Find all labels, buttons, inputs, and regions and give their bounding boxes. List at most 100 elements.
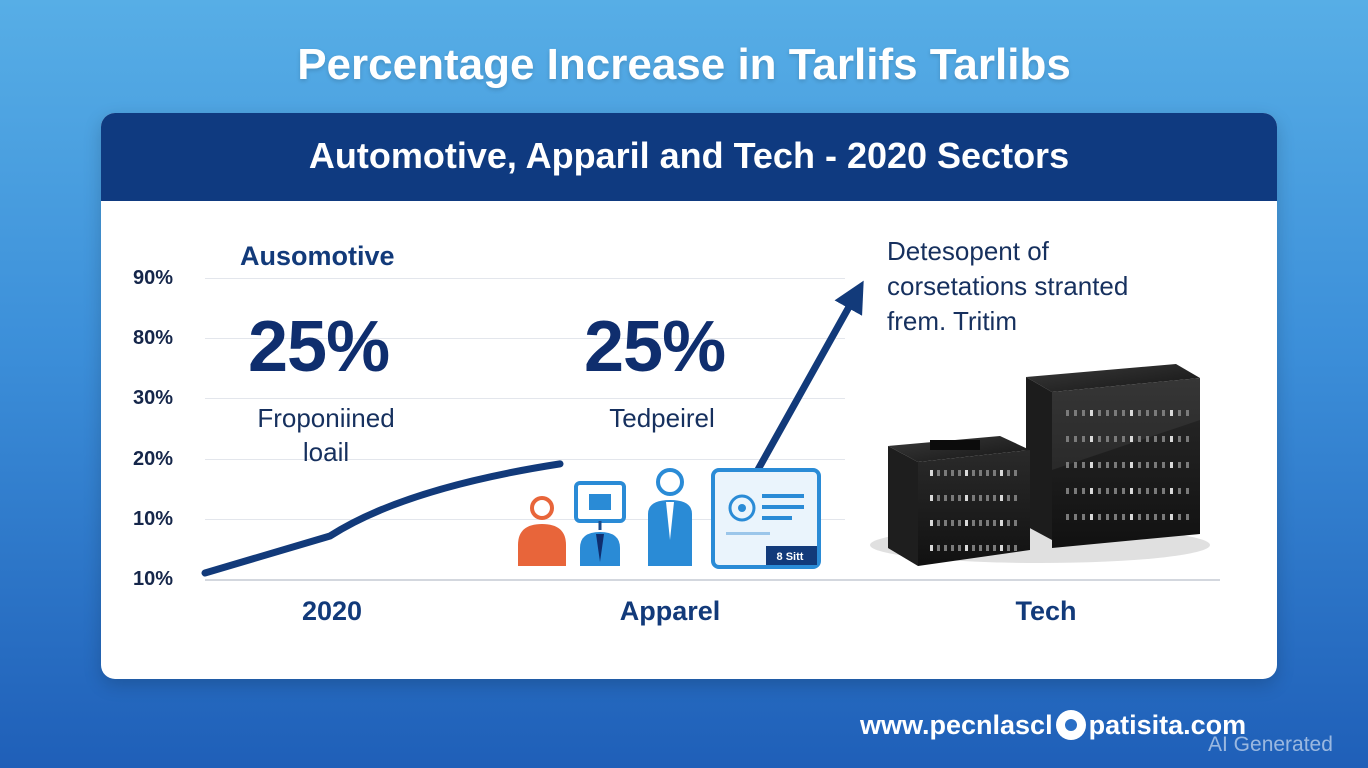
server-led [1082, 514, 1085, 520]
server-led [1106, 462, 1109, 468]
server-led [1186, 462, 1189, 468]
server-led [1170, 462, 1173, 468]
server-led [1114, 514, 1117, 520]
monitor-person-icon [574, 481, 626, 566]
server-led [951, 470, 954, 476]
ai-generated-watermark: AI Generated [1208, 733, 1333, 756]
server-led [951, 545, 954, 551]
server-led [1186, 514, 1189, 520]
server-led [1014, 545, 1017, 551]
server-led [1074, 488, 1077, 494]
server-led [937, 520, 940, 526]
tech-note-line1: Detesopent of [887, 236, 1049, 266]
server-led [1074, 410, 1077, 416]
y-tick-label: 10% [133, 568, 174, 590]
server-led [1186, 436, 1189, 442]
server-led [1098, 488, 1101, 494]
server-led [1066, 514, 1069, 520]
server-led [1007, 520, 1010, 526]
server-led [993, 520, 996, 526]
server-led [1106, 514, 1109, 520]
server-led [1014, 470, 1017, 476]
server-led [1014, 520, 1017, 526]
server-led [1130, 410, 1133, 416]
server-led [1146, 436, 1149, 442]
server-led [937, 470, 940, 476]
server-led [1146, 514, 1149, 520]
gridline [205, 398, 845, 399]
server-led [1138, 436, 1141, 442]
server-led [986, 545, 989, 551]
caption-apparel: Tedpeirel [562, 401, 762, 435]
server-led [979, 495, 982, 501]
x-tick-label-apparel: Apparel [619, 596, 721, 626]
server-led [1130, 514, 1133, 520]
server-led [979, 545, 982, 551]
server-led [1146, 410, 1149, 416]
server-led [1130, 488, 1133, 494]
y-tick-label: 10% [133, 508, 174, 530]
server-led [1154, 410, 1157, 416]
server-led [1146, 462, 1149, 468]
server-led [937, 495, 940, 501]
server-led [1186, 410, 1189, 416]
server-led [1138, 514, 1141, 520]
server-led [1114, 488, 1117, 494]
server-led [1154, 436, 1157, 442]
caption-automotive-line1: Froponiined [257, 403, 395, 433]
server-led [951, 520, 954, 526]
server-led [958, 495, 961, 501]
server-led [1007, 470, 1010, 476]
server-led [930, 520, 933, 526]
server-box-icon [870, 364, 1210, 566]
server-led [1000, 545, 1003, 551]
footer-url: www.pecnlascl patisita.com [860, 710, 1246, 741]
server-led [986, 495, 989, 501]
server-led [930, 470, 933, 476]
series-line-segment [201, 460, 564, 577]
server-led [1146, 488, 1149, 494]
server-led [1114, 410, 1117, 416]
gridline [205, 338, 845, 339]
server-led [1074, 514, 1077, 520]
server-led [1170, 436, 1173, 442]
server-led [1162, 462, 1165, 468]
value-label-apparel: 25% [584, 307, 726, 387]
x-axis-baseline [205, 579, 1220, 581]
server-led [965, 470, 968, 476]
x-tick-label-tech: Tech [1015, 596, 1077, 626]
server-led [1122, 436, 1125, 442]
server-led [1014, 495, 1017, 501]
server-led [1138, 462, 1141, 468]
server-led [1098, 462, 1101, 468]
server-led [1122, 410, 1125, 416]
server-led [1106, 436, 1109, 442]
server-led [1162, 514, 1165, 520]
server-led [1000, 495, 1003, 501]
chart-title: Percentage Increase in Tarlifs Tarlibs [297, 40, 1071, 89]
server-led [1178, 488, 1181, 494]
server-led [1154, 488, 1157, 494]
server-led [986, 470, 989, 476]
server-led [972, 520, 975, 526]
server-led [1170, 410, 1173, 416]
chart-subtitle: Automotive, Apparil and Tech - 2020 Sect… [308, 135, 1070, 176]
server-led [979, 520, 982, 526]
server-led [1007, 495, 1010, 501]
server-led [1090, 488, 1093, 494]
id-card-icon: 8 Sitt [711, 468, 821, 569]
server-led [951, 495, 954, 501]
gridline [205, 519, 845, 520]
server-led [1162, 410, 1165, 416]
standing-person-icon [648, 468, 692, 566]
server-led [944, 495, 947, 501]
server-led [1114, 436, 1117, 442]
tech-note: Detesopent of corsetations stranted frem… [887, 234, 1217, 339]
server-led [1090, 514, 1093, 520]
series-line-arrow [746, 280, 864, 488]
server-led [1122, 462, 1125, 468]
server-led [1170, 514, 1173, 520]
server-led [937, 545, 940, 551]
server-led [1178, 436, 1181, 442]
server-led [1138, 488, 1141, 494]
